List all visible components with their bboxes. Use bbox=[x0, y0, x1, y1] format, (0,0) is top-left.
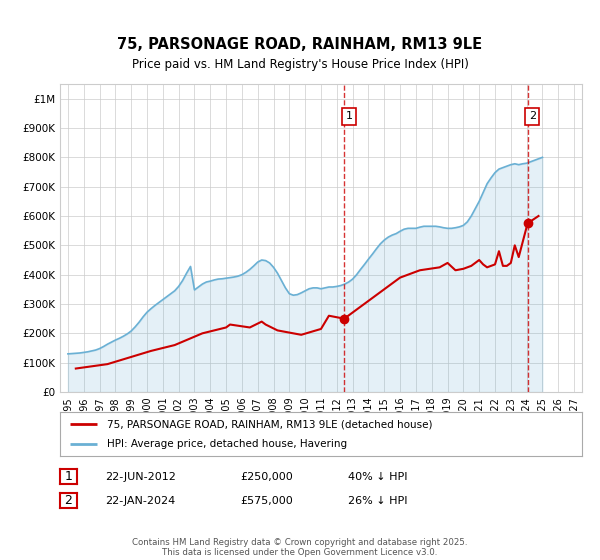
Text: 75, PARSONAGE ROAD, RAINHAM, RM13 9LE: 75, PARSONAGE ROAD, RAINHAM, RM13 9LE bbox=[118, 38, 482, 52]
Text: 22-JUN-2012: 22-JUN-2012 bbox=[105, 472, 176, 482]
Text: 26% ↓ HPI: 26% ↓ HPI bbox=[348, 496, 407, 506]
Text: 40% ↓ HPI: 40% ↓ HPI bbox=[348, 472, 407, 482]
Text: 75, PARSONAGE ROAD, RAINHAM, RM13 9LE (detached house): 75, PARSONAGE ROAD, RAINHAM, RM13 9LE (d… bbox=[107, 419, 433, 429]
Text: 2: 2 bbox=[64, 494, 73, 507]
Text: 1: 1 bbox=[346, 111, 352, 122]
Text: 1: 1 bbox=[64, 470, 73, 483]
Text: £250,000: £250,000 bbox=[240, 472, 293, 482]
Text: £575,000: £575,000 bbox=[240, 496, 293, 506]
Text: HPI: Average price, detached house, Havering: HPI: Average price, detached house, Have… bbox=[107, 439, 347, 449]
Text: Contains HM Land Registry data © Crown copyright and database right 2025.
This d: Contains HM Land Registry data © Crown c… bbox=[132, 538, 468, 557]
Text: Price paid vs. HM Land Registry's House Price Index (HPI): Price paid vs. HM Land Registry's House … bbox=[131, 58, 469, 71]
Text: 22-JAN-2024: 22-JAN-2024 bbox=[105, 496, 175, 506]
Text: 2: 2 bbox=[529, 111, 536, 122]
